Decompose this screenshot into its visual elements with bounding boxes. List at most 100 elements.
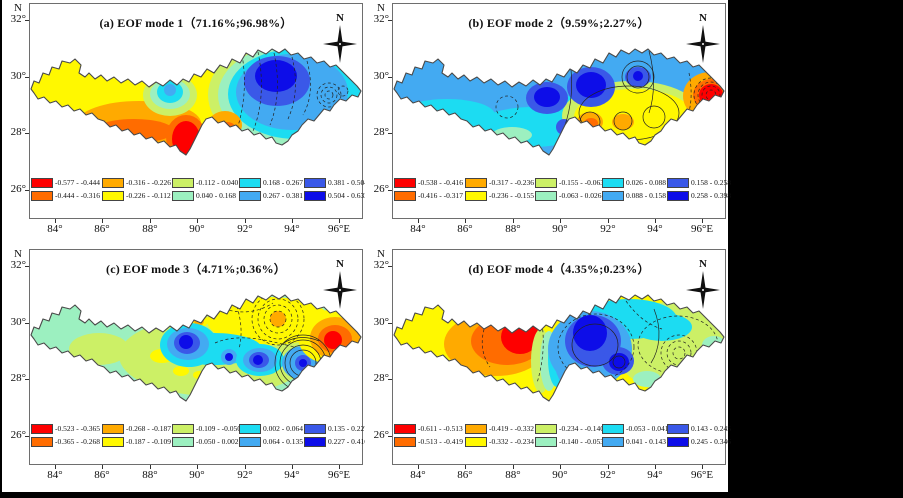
x-axis-tick-label: 94°: [647, 469, 663, 481]
axis-tick: [388, 266, 392, 267]
legend-color-swatch: [172, 190, 194, 201]
eof-map-c: [30, 294, 362, 402]
legend-range-label: -0.419 - -0.332: [489, 424, 534, 433]
legend-item: -0.317 - -0.236: [465, 177, 534, 188]
x-axis-tick-label: 96°E: [327, 223, 351, 235]
legend-range-label: 0.227 - 0.416: [328, 437, 368, 446]
legend-item: -0.365 - -0.268: [31, 436, 100, 447]
legend-color-swatch: [535, 190, 557, 201]
x-axis-tick-label: 86°: [94, 469, 110, 481]
legend-item: 0.026 - 0.088: [602, 177, 666, 188]
legend-range-label: 0.258 - 0.398: [691, 191, 731, 200]
x-axis-tick-label: 96°E: [690, 223, 714, 235]
legend-color-swatch: [304, 423, 326, 434]
legend-color-swatch: [394, 177, 416, 188]
axis-tick: [292, 219, 293, 223]
legend-item: 0.135 - 0.227: [304, 423, 368, 434]
legend-color-swatch: [239, 436, 261, 447]
legend-color-swatch: [239, 190, 261, 201]
legend-color-swatch: [172, 423, 194, 434]
eof-four-panel-figure: (a) EOF mode 1（71.16%;96.98%） N 32° 30° …: [2, 0, 731, 492]
x-axis-tick-label: 92°: [600, 223, 616, 235]
legend-range-label: -0.234 - -0.140: [559, 424, 604, 433]
legend-color-swatch: [394, 436, 416, 447]
compass-north-icon: N: [323, 12, 357, 63]
dashed-contour-lines: [214, 295, 305, 350]
axis-tick: [388, 323, 392, 324]
legend-color-swatch: [31, 423, 53, 434]
legend-item: -0.268 - -0.187: [102, 423, 171, 434]
eof-map-d: [393, 294, 725, 402]
legend-item: -0.444 - -0.316: [31, 190, 100, 201]
legend-range-label: -0.063 - 0.026: [559, 191, 602, 200]
y-axis-tick-label: 32°: [10, 259, 26, 271]
north-axis-label: N: [14, 248, 22, 260]
y-axis-tick-label: 26°: [10, 429, 26, 441]
legend-item: -0.577 - -0.444: [31, 177, 100, 188]
x-axis-tick-label: 84°: [410, 469, 426, 481]
x-axis-tick-label: 90°: [189, 469, 205, 481]
y-axis-tick-label: 32°: [373, 13, 389, 25]
axis-tick: [55, 465, 56, 469]
legend-range-label: 0.002 - 0.064: [263, 424, 303, 433]
axis-tick: [197, 465, 198, 469]
legend-item: 0.064 - 0.135: [239, 436, 303, 447]
legend-range-label: 0.064 - 0.135: [263, 437, 303, 446]
legend-color-swatch: [304, 436, 326, 447]
legend-item: -0.226 - -0.112: [102, 190, 171, 201]
legend-range-label: 0.040 - 0.168: [196, 191, 236, 200]
axis-tick: [608, 465, 609, 469]
legend-item: 0.040 - 0.168: [172, 190, 236, 201]
eof-map-a: [30, 48, 362, 156]
axis-tick: [25, 133, 29, 134]
legend-color-swatch: [535, 436, 557, 447]
legend-range-label: -0.317 - -0.236: [489, 178, 534, 187]
panel-d: (d) EOF mode 4（4.35%;0.23%） N 32° 30° 28…: [365, 246, 731, 492]
legend-range-label: -0.268 - -0.187: [126, 424, 171, 433]
legend-color-swatch: [667, 436, 689, 447]
x-axis-tick-label: 84°: [47, 223, 63, 235]
legend-item: 0.267 - 0.381: [239, 190, 303, 201]
y-axis-tick-label: 26°: [10, 183, 26, 195]
legend-color-swatch: [394, 190, 416, 201]
panel-b: (b) EOF mode 2（9.59%;2.27%） N 32° 30° 28…: [365, 0, 731, 246]
y-axis-tick-label: 30°: [373, 316, 389, 328]
plot-box: [392, 249, 726, 465]
legend-color-swatch: [102, 190, 124, 201]
x-axis-tick-label: 86°: [457, 223, 473, 235]
legend-color-swatch: [239, 177, 261, 188]
panel-title: (c) EOF mode 3（4.71%;0.36%）: [106, 262, 286, 276]
x-axis-tick-label: 92°: [237, 223, 253, 235]
legend-item: -0.109 - -0.050: [172, 423, 241, 434]
legend-item: -0.063 - 0.026: [535, 190, 602, 201]
legend-color-swatch: [667, 190, 689, 201]
axis-tick: [388, 77, 392, 78]
x-axis-tick-label: 84°: [47, 469, 63, 481]
plot-box: [29, 249, 363, 465]
x-axis-tick-label: 96°E: [327, 469, 351, 481]
axis-tick: [655, 219, 656, 223]
solid-contour-lines: [571, 308, 660, 369]
legend-range-label: 0.245 - 0.346: [691, 437, 731, 446]
legend-color-swatch: [304, 177, 326, 188]
legend-range-label: -0.226 - -0.112: [126, 191, 171, 200]
legend-range-label: -0.523 - -0.365: [55, 424, 100, 433]
plot-box: [29, 3, 363, 219]
compass-n-label: N: [699, 258, 707, 270]
axis-tick: [102, 219, 103, 223]
legend-item: 0.168 - 0.267: [239, 177, 303, 188]
legend-item: -0.332 - -0.234: [465, 436, 534, 447]
legend-item: -0.140 - -0.053: [535, 436, 604, 447]
legend-color-swatch: [394, 423, 416, 434]
legend-color-swatch: [465, 190, 487, 201]
legend-item: -0.538 - -0.416: [394, 177, 463, 188]
axis-tick: [513, 219, 514, 223]
legend-item: -0.513 - -0.419: [394, 436, 463, 447]
legend-item: 0.088 - 0.158: [602, 190, 666, 201]
axis-tick: [702, 465, 703, 469]
panel-title: (d) EOF mode 4（4.35%;0.23%）: [468, 262, 650, 276]
legend-range-label: 0.143 - 0.245: [691, 424, 731, 433]
legend-color-swatch: [602, 190, 624, 201]
legend-color-swatch: [465, 423, 487, 434]
legend-range-label: 0.504 - 0.632: [328, 191, 368, 200]
